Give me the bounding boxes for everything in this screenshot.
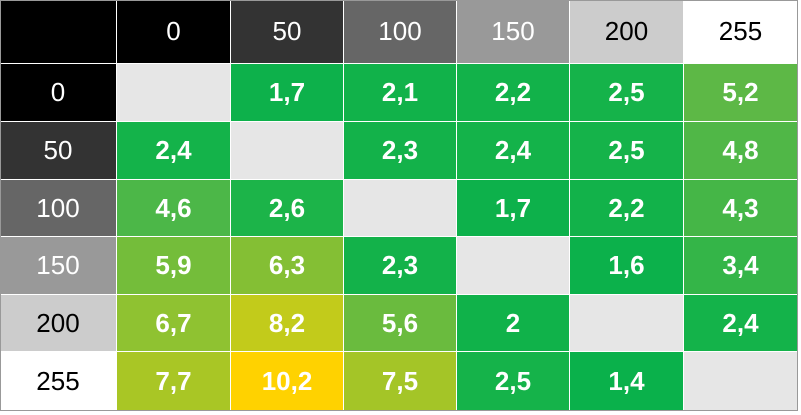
value-cell: 2,4 bbox=[457, 122, 570, 180]
value-cell: 2,2 bbox=[457, 64, 570, 122]
value-cell: 1,4 bbox=[570, 352, 684, 411]
column-header: 100 bbox=[344, 0, 457, 64]
value-cell: 8,2 bbox=[231, 295, 344, 352]
value-cell: 2,5 bbox=[457, 352, 570, 411]
row-header: 200 bbox=[0, 295, 117, 352]
value-cell: 7,7 bbox=[117, 352, 231, 411]
value-cell: 2 bbox=[457, 295, 570, 352]
value-cell: 2,5 bbox=[570, 122, 684, 180]
column-header: 0 bbox=[117, 0, 231, 64]
value-cell: 5,2 bbox=[684, 64, 798, 122]
value-cell: 2,3 bbox=[344, 237, 457, 295]
value-cell: 6,3 bbox=[231, 237, 344, 295]
column-header: 255 bbox=[684, 0, 798, 64]
column-header: 150 bbox=[457, 0, 570, 64]
empty-cell bbox=[570, 295, 684, 352]
value-cell: 2,1 bbox=[344, 64, 457, 122]
value-cell: 4,8 bbox=[684, 122, 798, 180]
value-cell: 2,5 bbox=[570, 64, 684, 122]
value-cell: 2,3 bbox=[344, 122, 457, 180]
row-header: 255 bbox=[0, 352, 117, 411]
value-cell: 2,4 bbox=[117, 122, 231, 180]
empty-cell bbox=[684, 352, 798, 411]
value-cell: 1,7 bbox=[457, 180, 570, 237]
empty-cell bbox=[344, 180, 457, 237]
value-cell: 1,6 bbox=[570, 237, 684, 295]
column-header: 200 bbox=[570, 0, 684, 64]
value-cell: 3,4 bbox=[684, 237, 798, 295]
empty-cell bbox=[231, 122, 344, 180]
value-cell: 4,6 bbox=[117, 180, 231, 237]
value-cell: 10,2 bbox=[231, 352, 344, 411]
value-cell: 2,4 bbox=[684, 295, 798, 352]
value-cell: 2,6 bbox=[231, 180, 344, 237]
corner-cell bbox=[0, 0, 117, 64]
value-cell: 1,7 bbox=[231, 64, 344, 122]
empty-cell bbox=[457, 237, 570, 295]
empty-cell bbox=[117, 64, 231, 122]
row-header: 150 bbox=[0, 237, 117, 295]
value-cell: 5,9 bbox=[117, 237, 231, 295]
row-header: 100 bbox=[0, 180, 117, 237]
row-header: 50 bbox=[0, 122, 117, 180]
value-cell: 5,6 bbox=[344, 295, 457, 352]
column-header: 50 bbox=[231, 0, 344, 64]
value-cell: 7,5 bbox=[344, 352, 457, 411]
value-cell: 6,7 bbox=[117, 295, 231, 352]
value-cell: 4,3 bbox=[684, 180, 798, 237]
value-cell: 2,2 bbox=[570, 180, 684, 237]
row-header: 0 bbox=[0, 64, 117, 122]
